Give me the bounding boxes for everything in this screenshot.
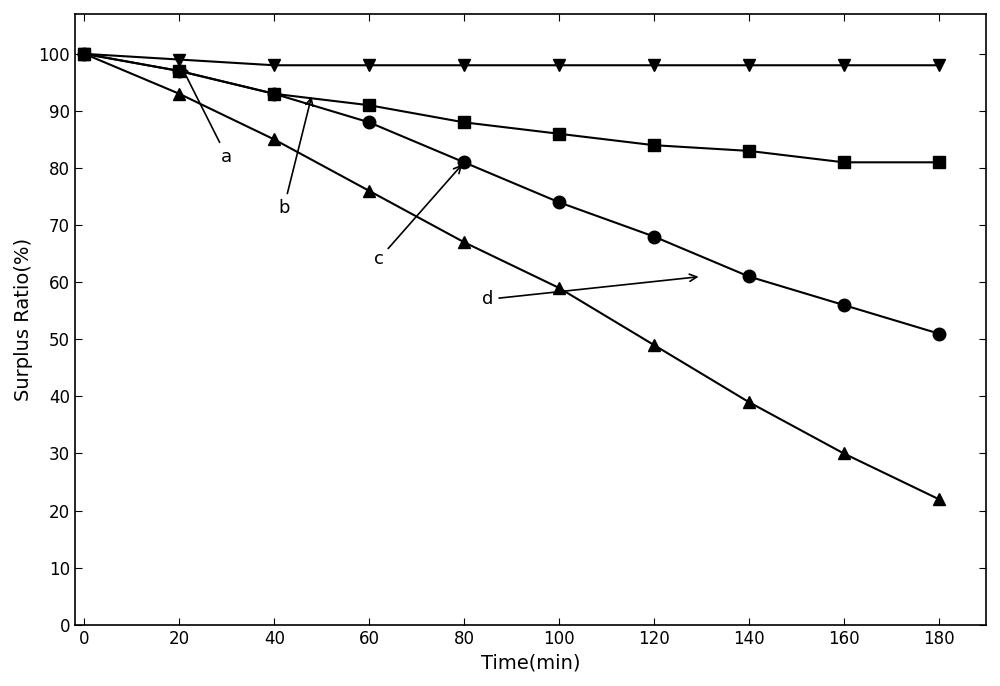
Text: c: c <box>374 166 461 268</box>
X-axis label: Time(min): Time(min) <box>481 653 580 672</box>
Text: a: a <box>181 67 232 165</box>
Text: b: b <box>278 98 313 217</box>
Text: d: d <box>482 274 697 308</box>
Y-axis label: Surplus Ratio(%): Surplus Ratio(%) <box>14 238 33 401</box>
